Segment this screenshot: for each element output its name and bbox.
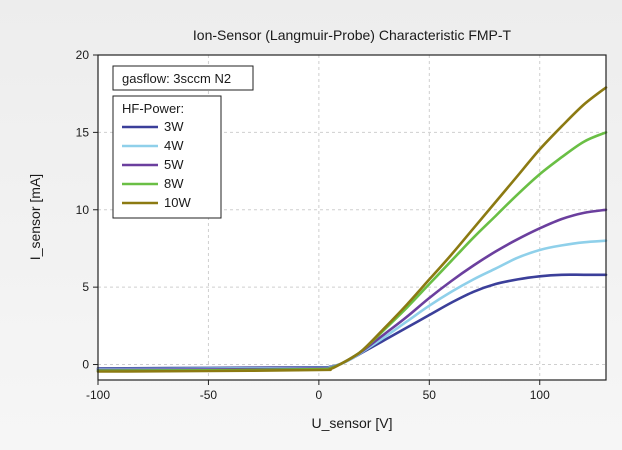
y-tick-label: 10: [76, 203, 90, 217]
series-line-10w: [96, 86, 608, 373]
legend: HF-Power: 3W 4W 5W 8W 10W: [112, 95, 222, 219]
legend-label-3w: 3W: [164, 119, 184, 134]
annotation-text: gasflow: 3sccm N2: [122, 71, 231, 86]
x-tick-label: 0: [316, 388, 323, 402]
annotation-frame: [112, 65, 254, 91]
x-tick-label: -50: [200, 388, 218, 402]
y-tick-label: 0: [82, 358, 89, 372]
x-tick-label: 100: [530, 388, 550, 402]
y-axis-label: I_sensor [mA]: [27, 174, 43, 260]
plot-frame: [97, 54, 607, 381]
annotation-box: gasflow: 3sccm N2: [112, 65, 254, 91]
series-group: [96, 86, 608, 373]
x-axis-label: U_sensor [V]: [312, 415, 393, 431]
legend-items: 3W 4W 5W 8W 10W: [122, 119, 191, 210]
y-tick-label: 5: [82, 280, 89, 294]
legend-label-4w: 4W: [164, 138, 184, 153]
legend-frame: [112, 95, 222, 219]
chart-title: Ion-Sensor (Langmuir-Probe) Characterist…: [193, 27, 512, 43]
legend-label-8w: 8W: [164, 176, 184, 191]
legend-label-10w: 10W: [164, 195, 191, 210]
x-tick-label: 50: [423, 388, 437, 402]
legend-label-5w: 5W: [164, 157, 184, 172]
ticks: -100 -50 0 50 100 0 5 10 15 20: [76, 48, 550, 402]
y-tick-label: 20: [76, 48, 90, 62]
x-tick-label: -100: [86, 388, 110, 402]
legend-title: HF-Power:: [122, 101, 184, 116]
y-tick-label: 15: [76, 125, 90, 139]
